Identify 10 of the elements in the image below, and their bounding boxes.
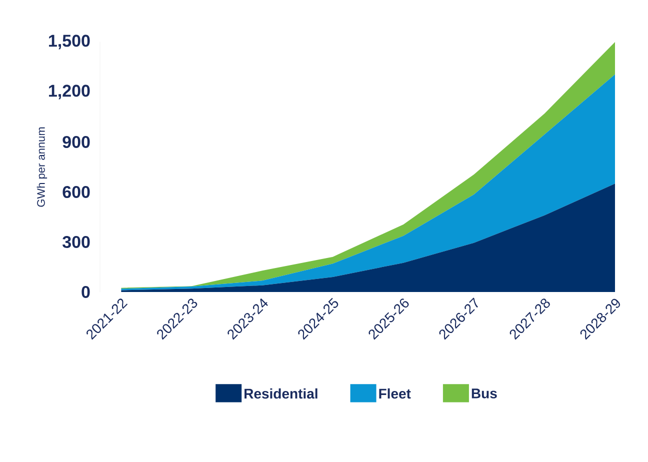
- y-tick-label: 900: [62, 136, 90, 148]
- y-tick-label: 1,500: [49, 34, 90, 50]
- y-tick-label: 0: [82, 286, 90, 298]
- y-tick-label: 300: [62, 236, 90, 248]
- legend-label: Residential: [244, 388, 318, 399]
- y-axis-title: GWh per annum: [36, 127, 48, 207]
- legend-label: Bus: [472, 388, 497, 398]
- y-tick-label: 600: [62, 186, 90, 198]
- legend-label: Fleet: [379, 388, 411, 399]
- y-tick-label: 1,200: [49, 84, 90, 100]
